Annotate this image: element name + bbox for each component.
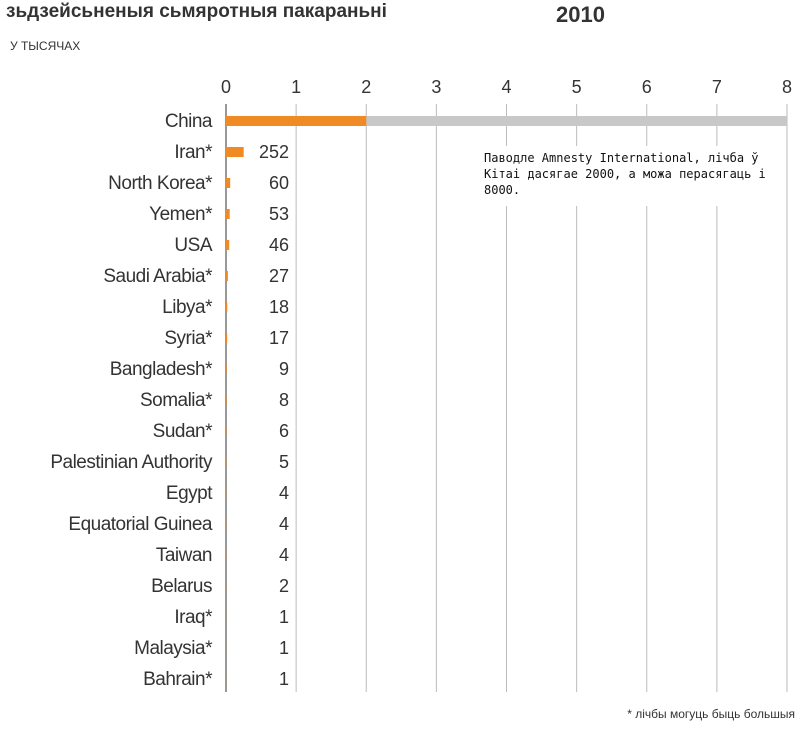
value-label: 46 xyxy=(269,235,289,255)
value-label: 1 xyxy=(279,607,289,627)
x-tick-label: 4 xyxy=(501,77,511,97)
bar xyxy=(226,364,227,374)
year: 2010 xyxy=(556,2,605,27)
annotation-box xyxy=(478,146,785,206)
annotation: Паводле Amnesty International, лічба ў К… xyxy=(478,146,785,206)
y-tick-label: Iraq* xyxy=(174,607,213,628)
value-label: 60 xyxy=(269,173,289,193)
value-label: 8 xyxy=(279,390,289,410)
value-label: 252 xyxy=(259,142,289,162)
value-label: 4 xyxy=(279,514,289,534)
bar xyxy=(226,333,228,343)
y-tick-label: Bangladesh* xyxy=(110,359,213,380)
x-tick-label: 1 xyxy=(291,77,301,97)
y-tick-label: Bahrain* xyxy=(143,669,213,690)
value-label: 4 xyxy=(279,483,289,503)
value-label: 2 xyxy=(279,576,289,596)
annotation-text: Паводле Amnesty International, лічба ў К… xyxy=(484,151,766,197)
value-label: 1 xyxy=(279,669,289,689)
y-tick-label: Taiwan xyxy=(156,545,212,566)
x-tick-label: 5 xyxy=(572,77,582,97)
x-tick-label: 8 xyxy=(782,77,792,97)
y-tick-label: China xyxy=(165,111,213,132)
bar xyxy=(226,116,367,126)
bar xyxy=(226,271,228,281)
footnote: * лічбы могуць быць большыя xyxy=(627,707,795,721)
bar xyxy=(226,395,227,405)
y-tick-label: North Korea* xyxy=(108,173,213,194)
value-label: 17 xyxy=(269,328,289,348)
y-tick-label: Somalia* xyxy=(140,390,213,411)
value-label: 27 xyxy=(269,266,289,286)
value-label: 4 xyxy=(279,545,289,565)
x-tick-label: 6 xyxy=(642,77,652,97)
x-tick-label: 0 xyxy=(221,77,231,97)
x-tick-label: 7 xyxy=(712,77,722,97)
value-label: 6 xyxy=(279,421,289,441)
y-tick-label: Yemen* xyxy=(149,204,213,225)
value-label: 18 xyxy=(269,297,289,317)
chart-title: зьдзейсьненыя сьмяротныя пакараньні xyxy=(6,1,387,22)
value-label: 53 xyxy=(269,204,289,224)
y-tick-label: Sudan* xyxy=(153,421,213,442)
y-tick-label: Saudi Arabia* xyxy=(103,266,213,287)
bar xyxy=(226,209,230,219)
y-tick-label: Equatorial Guinea xyxy=(68,514,213,535)
value-label: 5 xyxy=(279,452,289,472)
range-bar xyxy=(366,116,787,126)
y-tick-label: Iran* xyxy=(174,142,213,163)
y-tick-label: Egypt xyxy=(166,483,213,504)
y-tick-label: Palestinian Authority xyxy=(50,452,213,473)
bar xyxy=(226,302,228,312)
y-tick-label: Libya* xyxy=(162,297,213,318)
bar xyxy=(226,147,244,157)
annotation-text-box: Паводле Amnesty International, лічба ў К… xyxy=(484,151,766,197)
x-tick-label: 2 xyxy=(361,77,371,97)
y-tick-label: Syria* xyxy=(164,328,213,349)
y-tick-label: USA xyxy=(174,235,212,256)
y-tick-label: Belarus xyxy=(151,576,212,597)
y-tick-label: Malaysia* xyxy=(134,638,213,659)
value-label: 9 xyxy=(279,359,289,379)
x-tick-label: 3 xyxy=(431,77,441,97)
value-label: 1 xyxy=(279,638,289,658)
bar xyxy=(226,178,231,188)
bar xyxy=(226,240,230,250)
subtitle: У ТЫСЯЧАХ xyxy=(10,39,80,53)
